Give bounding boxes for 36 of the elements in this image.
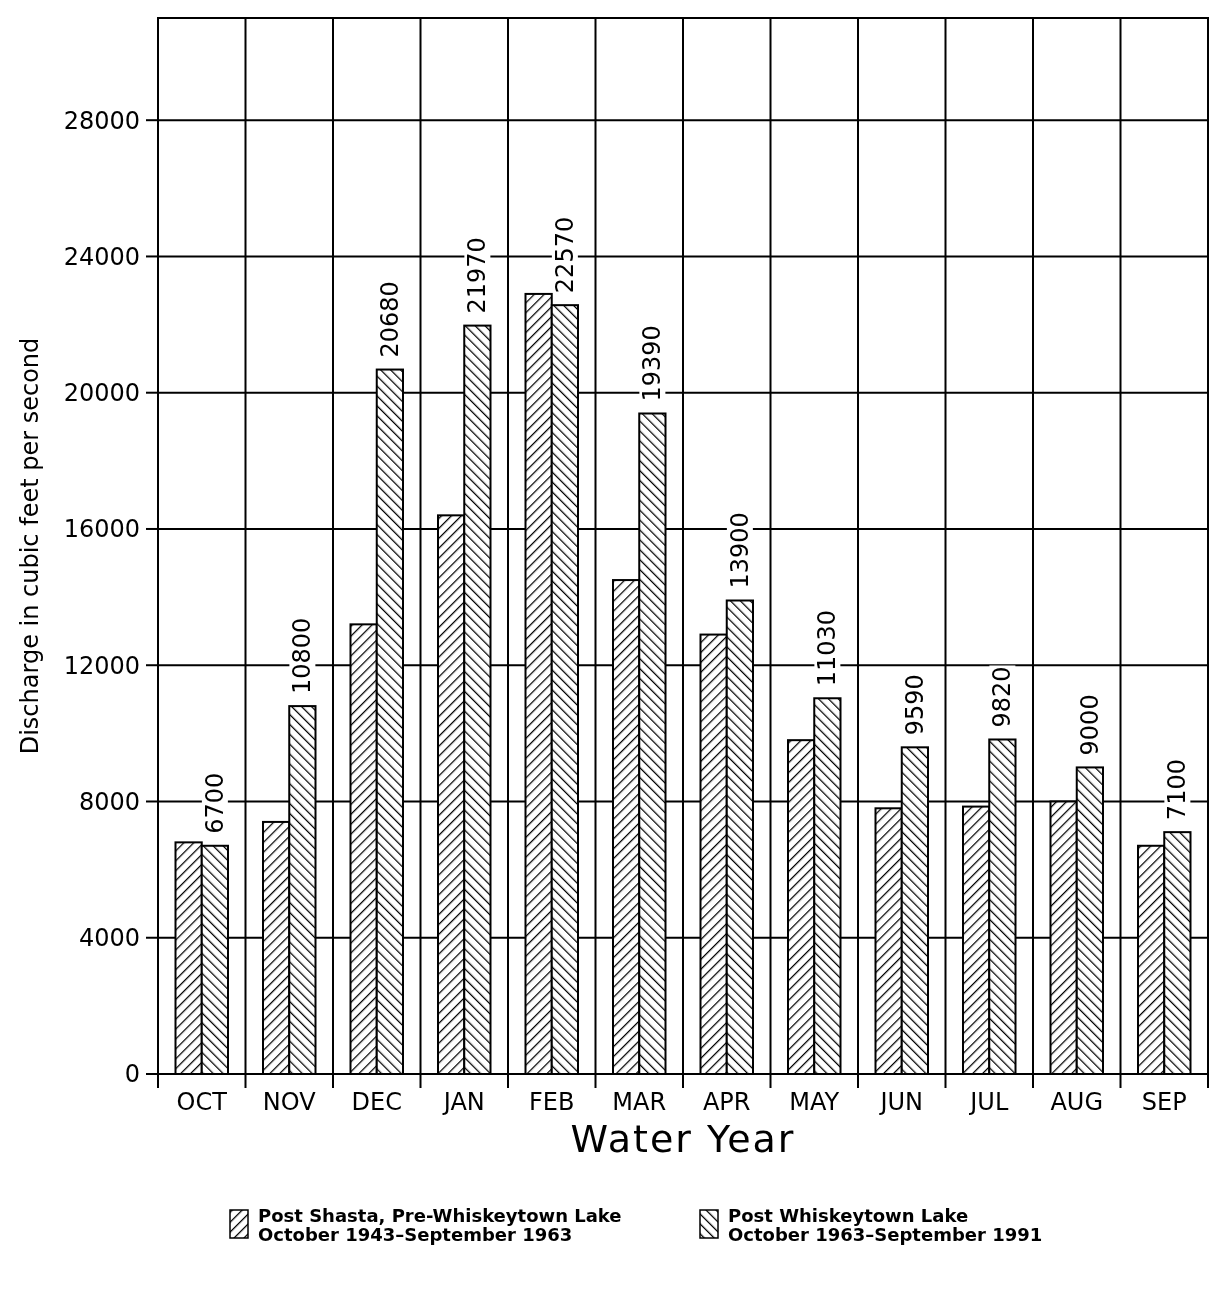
data-label: 21970: [463, 237, 492, 314]
y-axis-title: Discharge in cubic feet per second: [16, 337, 44, 755]
x-tick-label: SEP: [1141, 1088, 1187, 1116]
data-label: 9590: [900, 674, 929, 736]
y-tick-label: 24000: [63, 242, 140, 271]
data-label: 9000: [1075, 694, 1104, 756]
x-tick-label: APR: [702, 1088, 751, 1116]
x-tick-label: AUG: [1050, 1088, 1104, 1116]
data-label: 13900: [725, 512, 754, 589]
data-label: 22570: [550, 216, 579, 294]
x-axis-title: Water Year: [570, 1117, 796, 1161]
y-tick-label: 28000: [63, 106, 140, 135]
x-tick-label: MAY: [789, 1088, 840, 1116]
x-tick-label: FEB: [529, 1088, 575, 1116]
legend-label: Post Whiskeytown Lake October 1963–September 1991: [728, 1205, 1043, 1245]
y-tick-label: 20000: [63, 379, 140, 408]
data-label: 10800: [288, 617, 317, 695]
y-tick-label: 0: [124, 1060, 140, 1089]
legend-label: Post Shasta, Pre-Whiskeytown Lake October 1943–September 1963: [258, 1205, 622, 1245]
y-tick-label: 4000: [78, 924, 140, 953]
x-tick-label: JUN: [878, 1088, 924, 1116]
y-tick-label: 8000: [78, 787, 140, 816]
data-label: 20680: [375, 281, 404, 358]
data-label: 11030: [813, 609, 842, 687]
data-label: 9820: [988, 666, 1017, 728]
x-tick-label: NOV: [262, 1088, 317, 1116]
x-tick-label: JUL: [968, 1088, 1009, 1116]
x-tick-label: MAR: [612, 1088, 667, 1116]
y-tick-label: 12000: [63, 651, 140, 680]
x-tick-label: OCT: [176, 1088, 228, 1116]
data-label: 19390: [638, 325, 667, 402]
x-tick-label: DEC: [351, 1088, 402, 1116]
data-label: 6700: [200, 772, 229, 834]
y-tick-label: 16000: [63, 515, 140, 544]
x-tick-label: JAN: [441, 1088, 485, 1116]
data-label: 7100: [1163, 759, 1192, 821]
